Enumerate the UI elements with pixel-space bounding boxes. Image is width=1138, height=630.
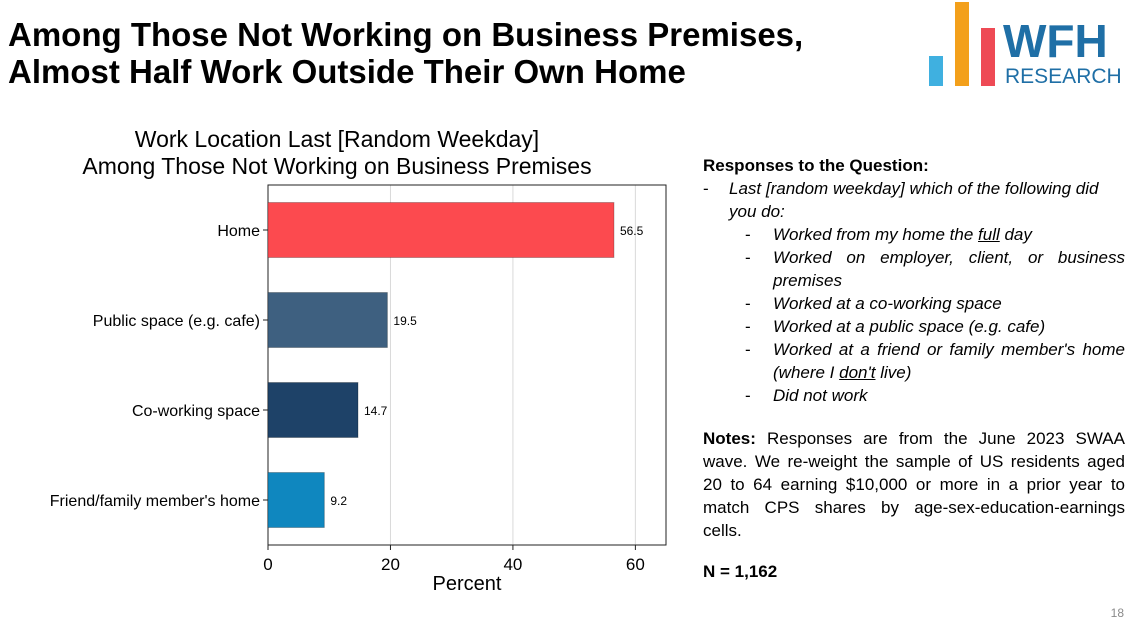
bar: [267, 202, 615, 258]
value-label: 56.5: [620, 224, 644, 238]
chart-title-line-1: Work Location Last [Random Weekday]: [134, 126, 540, 152]
response-option: - Worked at a co-working space: [745, 294, 1002, 313]
chart-title-line-2: Among Those Not Working on Business Prem…: [82, 153, 592, 179]
x-tick-label: 40: [503, 555, 522, 574]
x-tick-label: 0: [263, 555, 272, 574]
headline-line-1: Among Those Not Working on Business Prem…: [8, 16, 804, 53]
category-label: Public space (e.g. cafe): [93, 313, 260, 330]
wfh-research-logo: WFH RESEARCH: [925, 0, 1135, 95]
question-row: - Last [random weekday] which of the fol…: [703, 177, 1125, 223]
page-number: 18: [1110, 606, 1124, 620]
notes-panel: Responses to the Question: - Last [rando…: [703, 154, 1125, 583]
value-label: 9.2: [330, 494, 347, 508]
category-label: Co-working space: [132, 403, 260, 420]
sample-size: N = 1,162: [703, 562, 778, 581]
slide-headline: Among Those Not Working on Business Prem…: [8, 16, 803, 90]
logo-text-main: WFH: [1003, 15, 1108, 67]
notes-label: Notes:: [703, 429, 756, 448]
notes-body: Responses are from the June 2023 SWAA wa…: [703, 429, 1125, 540]
logo-bar-blue: [929, 56, 943, 86]
question-text: Last [random weekday] which of the follo…: [729, 179, 1099, 221]
response-option: - Worked from my home the full day: [745, 225, 1032, 244]
x-tick-label: 20: [381, 555, 400, 574]
logo-text-sub: RESEARCH: [1005, 65, 1122, 88]
response-option: - Worked at a public space (e.g. cafe): [745, 317, 1046, 336]
x-axis-title: Percent: [433, 573, 502, 595]
value-label: 19.5: [393, 314, 417, 328]
category-label: Home: [217, 223, 260, 240]
response-option: - Worked at a friend or family member's h…: [745, 340, 1125, 382]
responses-heading: Responses to the Question:: [703, 156, 929, 175]
bar: [267, 472, 325, 528]
question-dash: -: [703, 179, 709, 198]
notes-text: Notes: Responses are from the June 2023 …: [703, 427, 1125, 542]
response-options: - Worked from my home the full day - Worked…: [703, 223, 1125, 407]
headline-line-2: Almost Half Work Outside Their Own Home: [8, 53, 686, 90]
bar: [267, 382, 359, 438]
logo-bar-orange: [955, 2, 969, 86]
bar: [267, 292, 388, 348]
bar-chart: Home 56.5 Public space (e.g. cafe) 19.5 Co-w…: [50, 184, 667, 595]
response-option: - Worked on employer, client, or business…: [745, 248, 1125, 290]
value-label: 14.7: [364, 404, 388, 418]
logo-bar-red: [981, 28, 995, 86]
response-option: - Did not work: [745, 386, 868, 405]
chart-title: Work Location Last [Random Weekday] Amon…: [40, 126, 634, 180]
x-tick-label: 60: [626, 555, 645, 574]
category-label: Friend/family member's home: [50, 493, 260, 510]
plot-frame: [267, 184, 667, 546]
